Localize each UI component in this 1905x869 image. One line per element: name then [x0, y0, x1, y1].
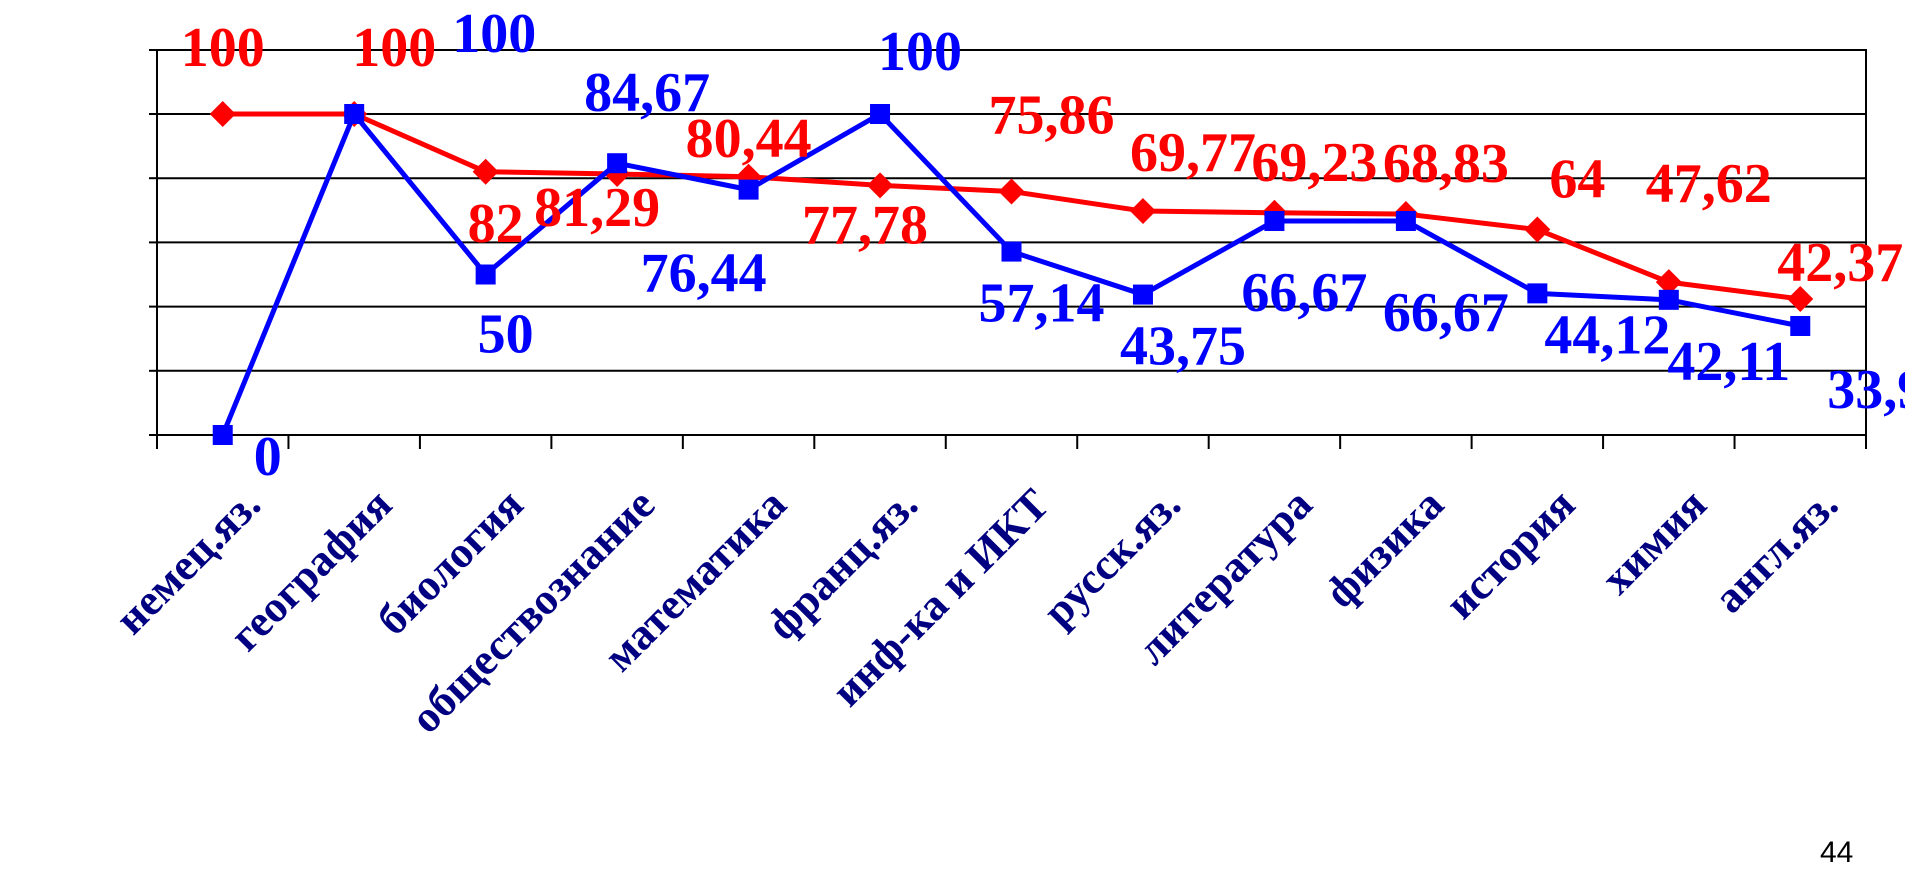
data-label-red: 47,62 [1646, 153, 1772, 215]
data-label-red: 75,86 [989, 84, 1115, 146]
data-label-red: 77,78 [802, 194, 928, 256]
x-tick-label: физика [1315, 479, 1453, 617]
data-point-square [870, 104, 891, 124]
data-point-square [1132, 284, 1153, 305]
data-point-diamond [1655, 269, 1682, 296]
data-point-diamond [1129, 198, 1156, 225]
data-point-square [607, 153, 628, 174]
data-label-blue: 0 [254, 426, 282, 488]
data-label-blue: 50 [478, 304, 534, 366]
data-point-square [1264, 210, 1285, 231]
data-point-square [1790, 315, 1811, 336]
data-point-diamond [867, 172, 894, 199]
data-label-red: 64 [1549, 149, 1605, 211]
data-point-square [1658, 289, 1679, 310]
data-point-diamond [209, 101, 236, 127]
data-point-square [1395, 210, 1416, 231]
data-point-diamond [472, 158, 499, 185]
x-tick-label: история [1436, 479, 1585, 628]
data-label-blue: 44,12 [1544, 304, 1670, 366]
data-point-square [1001, 241, 1022, 262]
data-label-red: 69,23 [1251, 132, 1377, 194]
x-tick-label: химия [1592, 479, 1716, 603]
x-tick-label: обществознание [401, 479, 664, 742]
data-label-red: 100 [181, 17, 265, 79]
data-label-blue: 100 [878, 21, 962, 83]
data-label-blue: 84,67 [584, 62, 710, 124]
data-label-red: 81,29 [534, 177, 660, 239]
data-point-square [1527, 283, 1548, 304]
page-number: 44 [1820, 836, 1854, 869]
data-label-red: 80,44 [686, 108, 812, 170]
data-point-diamond [1524, 216, 1551, 243]
data-point-diamond [1787, 285, 1814, 312]
data-label-blue: 66,67 [1383, 282, 1509, 344]
data-point-square [212, 425, 233, 445]
x-tick-label: англ.яз. [1704, 479, 1847, 622]
data-label-red: 69,77 [1130, 122, 1256, 184]
data-label-blue: 66,67 [1241, 262, 1367, 324]
data-label-blue: 33,96 [1827, 359, 1905, 421]
data-point-diamond [998, 178, 1025, 205]
data-label-red: 42,37 [1777, 232, 1903, 294]
data-label-blue: 42,11 [1667, 331, 1790, 393]
data-label-blue: 100 [452, 3, 536, 65]
data-label-red: 82 [468, 193, 524, 255]
data-label-blue: 43,75 [1120, 316, 1246, 378]
data-label-red: 68,83 [1383, 133, 1509, 195]
data-point-square [344, 104, 365, 124]
data-label-blue: 57,14 [979, 273, 1105, 335]
data-point-square [738, 179, 759, 200]
data-label-red: 100 [352, 17, 436, 79]
data-point-square [475, 264, 496, 285]
data-label-blue: 76,44 [641, 243, 767, 305]
